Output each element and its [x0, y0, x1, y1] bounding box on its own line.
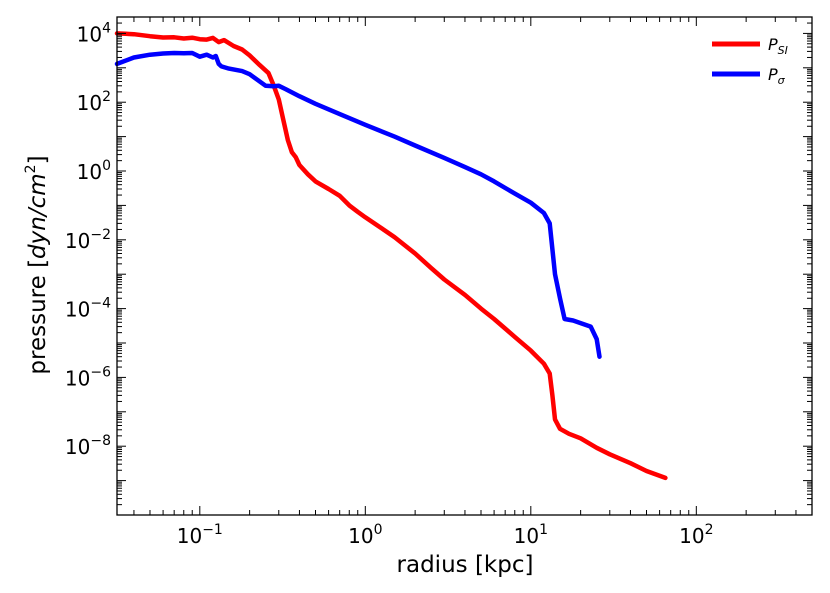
x-tick-label: 10−1: [177, 522, 223, 548]
y-tick-label: 100: [77, 158, 111, 184]
y-tick-label: 10−2: [65, 227, 111, 253]
y-tick-label: 10−6: [65, 364, 111, 390]
legend-label-psigma: Pσ: [768, 65, 786, 87]
x-axis-label: radius [kpc]: [397, 552, 534, 578]
y-tick-label: 104: [77, 20, 111, 46]
x-tick-label: 102: [679, 522, 713, 548]
series-line-psi: [114, 31, 668, 481]
tick-label-layer: 10−1 100 101 102 104 102 100 10−2 10−4 10−6 10−8: [65, 20, 714, 548]
x-tick-label: 100: [348, 522, 382, 548]
series-layer: [114, 31, 668, 481]
x-tick-label: 101: [514, 522, 548, 548]
y-tick-label: 10−4: [65, 296, 111, 322]
legend-label-psi: PSI: [768, 35, 788, 57]
y-tick-label: 10−8: [65, 433, 111, 459]
plot-frame: [116, 16, 813, 516]
tick-layer: [117, 16, 813, 516]
series-line-psigma: [114, 50, 602, 359]
y-axis-label: pressure [dyn/cm2]: [23, 155, 51, 374]
legend: PSI Pσ: [712, 35, 788, 87]
y-tick-label: 102: [77, 89, 111, 115]
